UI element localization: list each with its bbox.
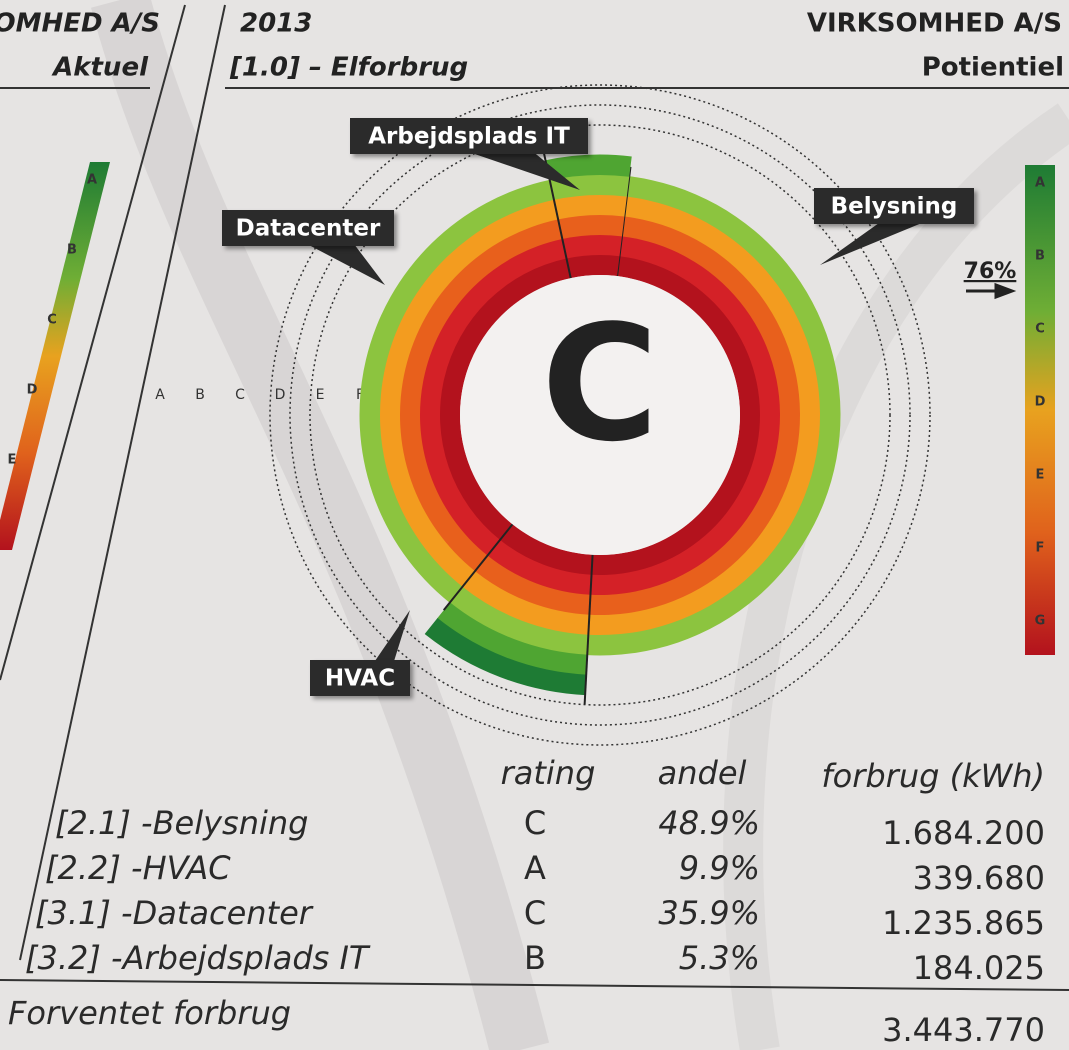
ring-band [474, 555, 591, 616]
column-header: rating [501, 754, 596, 792]
row-share: 5.3% [679, 939, 760, 977]
column-header: forbrug (kWh) [821, 757, 1045, 795]
callout-pointer [457, 148, 580, 190]
ring-band [419, 238, 567, 556]
ring-letter: F [356, 387, 364, 403]
left-scale-letter: B [67, 243, 77, 258]
column-header: andel [658, 754, 747, 792]
scale-letter: E [1036, 468, 1045, 483]
callout-box [310, 660, 410, 696]
guide-circle [309, 124, 891, 706]
left-scale-letter: A [87, 173, 97, 188]
ring-band [379, 199, 559, 588]
left-scale-bar [0, 162, 110, 550]
row-share: 35.9% [658, 894, 760, 932]
total-value: 3.443.770 [882, 1011, 1045, 1049]
rule [0, 979, 1069, 991]
row-consumption: 339.680 [913, 859, 1045, 897]
ring-letter: A [155, 387, 165, 403]
ring-band [591, 255, 761, 576]
segment-divider [583, 554, 594, 705]
company: VIRKSOMHED A/S [807, 9, 1062, 39]
year: 2013 [240, 9, 312, 39]
callout-label: HVAC [325, 666, 395, 692]
row-rating: A [524, 849, 546, 887]
swirl [91, 0, 550, 1050]
row-name: [3.1] -Datacenter [35, 894, 314, 932]
ring-band [590, 235, 781, 596]
ring-band [399, 218, 563, 572]
ring-band [549, 174, 630, 200]
callout-box [814, 188, 974, 224]
total-label: Forventet forbrug [8, 994, 291, 1032]
callout-box [222, 210, 394, 246]
row-rating: C [524, 894, 546, 932]
left-scale-letter: D [27, 383, 38, 398]
scale-letter: C [1035, 322, 1045, 337]
segment [545, 154, 632, 279]
ring-letter: D [275, 387, 286, 403]
left-label: Aktuel [51, 53, 149, 83]
row-consumption: 184.025 [913, 949, 1045, 987]
row-name: [3.2] -Arbejdsplads IT [25, 939, 371, 977]
ring-band [553, 194, 627, 220]
callout-pointer [820, 218, 934, 265]
pointer-arrow [966, 282, 1017, 300]
ring-band [566, 254, 620, 279]
segment [424, 524, 593, 696]
row-consumption: 1.684.200 [882, 814, 1045, 852]
scale-letter: A [1035, 176, 1045, 191]
ring-band [545, 154, 632, 181]
row-rating: B [524, 939, 546, 977]
row-name: [2.1] -Belysning [55, 804, 308, 842]
segment-divider [442, 523, 514, 611]
callout-pointer [299, 240, 385, 285]
center-rating: C [541, 290, 658, 477]
left-scale-letter: E [8, 453, 17, 468]
panel-label: Potientiel [922, 53, 1064, 83]
row-rating: C [524, 804, 546, 842]
ring-band [487, 539, 592, 596]
callout-label: Arbejdsplads IT [368, 124, 570, 150]
scale-letter: B [1035, 249, 1045, 264]
scale-letter: G [1035, 614, 1046, 629]
panel-border [19, 4, 226, 961]
ring-band [424, 617, 587, 696]
callout-box [350, 118, 588, 154]
row-consumption: 1.235.865 [882, 904, 1045, 942]
guide-circle [269, 84, 931, 746]
segment [587, 176, 841, 656]
ring-band [359, 179, 554, 603]
left-scale-letter: C [47, 313, 57, 328]
left-company: OMHED A/S [0, 9, 160, 39]
ring-band [558, 214, 625, 239]
panel-border [0, 4, 186, 681]
scale-letter: D [1035, 395, 1046, 410]
ring-band [439, 258, 571, 541]
callout-label: Datacenter [236, 216, 381, 242]
pointer-label: 76% [964, 259, 1017, 284]
callout-label: Belysning [831, 194, 958, 220]
ring-band [449, 586, 589, 656]
segment [359, 179, 571, 603]
row-share: 9.9% [679, 849, 760, 887]
row-share: 48.9% [658, 804, 760, 842]
ring-band [499, 524, 593, 576]
ring-band [437, 602, 588, 676]
ring-band [462, 571, 590, 636]
row-name: [2.2] -HVAC [45, 849, 231, 887]
scale-letter: F [1036, 541, 1045, 556]
ring-letter: C [235, 387, 245, 403]
ring-letter: B [195, 387, 205, 403]
ring-letter: E [316, 387, 325, 403]
center-disc [460, 275, 740, 555]
ring-band [562, 234, 622, 259]
scale-bar [1025, 165, 1055, 655]
section: [1.0] – Elforbrug [229, 53, 468, 83]
guide-circle [289, 104, 911, 726]
